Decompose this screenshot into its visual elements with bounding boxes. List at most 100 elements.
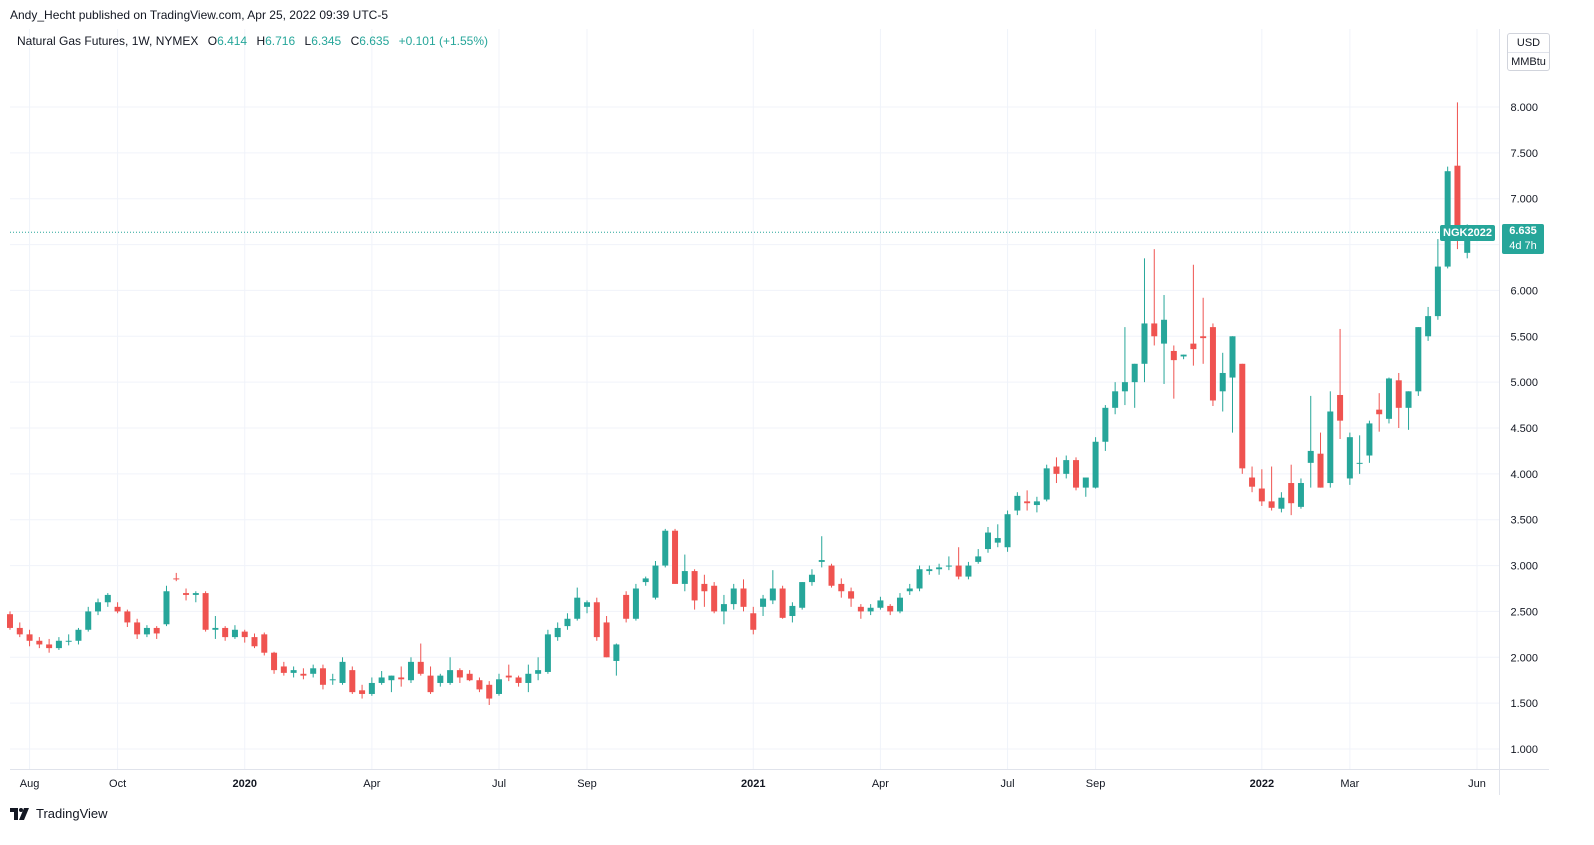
candle[interactable] [574, 587, 581, 621]
candle[interactable] [1112, 382, 1119, 415]
candle[interactable] [1209, 323, 1216, 406]
candle[interactable] [1278, 492, 1285, 513]
candles[interactable] [7, 102, 1471, 705]
candle[interactable] [104, 593, 111, 607]
candle[interactable] [505, 664, 512, 682]
candle[interactable] [26, 629, 33, 647]
tradingview-logo[interactable]: TradingView [10, 806, 108, 821]
candle[interactable] [329, 673, 336, 685]
candle[interactable] [1219, 352, 1226, 412]
candle[interactable] [1327, 391, 1334, 488]
candle[interactable] [632, 583, 639, 621]
candle[interactable] [848, 587, 855, 607]
candle[interactable] [769, 570, 776, 605]
candle[interactable] [261, 632, 268, 656]
candle[interactable] [1434, 239, 1441, 320]
candle[interactable] [760, 594, 767, 617]
candle[interactable] [1063, 455, 1070, 479]
candle[interactable] [192, 591, 199, 603]
candle[interactable] [222, 626, 229, 641]
candle[interactable] [55, 637, 62, 650]
candle[interactable] [584, 600, 591, 614]
candle[interactable] [1073, 457, 1080, 491]
candle[interactable] [1014, 492, 1021, 516]
candle[interactable] [945, 556, 952, 571]
candle[interactable] [652, 560, 659, 600]
candle[interactable] [300, 668, 307, 680]
candle[interactable] [994, 524, 1001, 548]
candle[interactable] [1288, 464, 1295, 516]
candle[interactable] [163, 585, 170, 627]
candle[interactable] [75, 627, 82, 645]
candle[interactable] [1366, 420, 1373, 463]
candle[interactable] [310, 664, 317, 678]
candle[interactable] [476, 677, 483, 693]
candle[interactable] [153, 626, 160, 639]
candle[interactable] [183, 588, 190, 601]
candle[interactable] [378, 671, 385, 685]
candle[interactable] [456, 668, 463, 683]
candle[interactable] [867, 604, 874, 616]
candle[interactable] [251, 633, 258, 649]
candle[interactable] [779, 585, 786, 619]
candle[interactable] [114, 602, 121, 614]
candle[interactable] [789, 602, 796, 623]
candle[interactable] [1004, 510, 1011, 552]
candle[interactable] [1141, 258, 1148, 383]
candle[interactable] [1376, 393, 1383, 432]
candle[interactable] [877, 596, 884, 610]
candle[interactable] [437, 673, 444, 687]
candle[interactable] [838, 578, 845, 598]
candle[interactable] [857, 604, 864, 619]
candle[interactable] [496, 673, 502, 696]
candle[interactable] [750, 606, 757, 635]
candle[interactable] [143, 625, 150, 638]
candle[interactable] [212, 616, 219, 639]
candle[interactable] [1297, 478, 1304, 509]
candle[interactable] [1043, 464, 1050, 502]
candle[interactable] [720, 594, 727, 625]
candle[interactable] [1337, 328, 1344, 440]
candle[interactable] [280, 661, 287, 676]
symbol-title[interactable]: Natural Gas Futures, 1W, NYMEX [17, 34, 199, 48]
candle[interactable] [319, 664, 326, 690]
candle[interactable] [808, 569, 815, 586]
candle[interactable] [339, 657, 346, 685]
candle[interactable] [662, 528, 669, 568]
candle[interactable] [124, 609, 131, 628]
candle[interactable] [1268, 466, 1275, 511]
candle[interactable] [926, 565, 933, 575]
candle[interactable] [1102, 405, 1109, 451]
candle[interactable] [711, 582, 718, 614]
candle[interactable] [564, 613, 571, 630]
candle[interactable] [46, 638, 53, 653]
candle[interactable] [349, 666, 356, 694]
candle[interactable] [535, 657, 542, 681]
candle[interactable] [1307, 395, 1314, 488]
candle[interactable] [799, 582, 806, 610]
candle[interactable] [1317, 432, 1324, 488]
candle[interactable] [65, 634, 72, 646]
candle[interactable] [906, 583, 913, 595]
candle[interactable] [466, 670, 473, 682]
candle[interactable] [818, 536, 825, 568]
candle[interactable] [1131, 363, 1138, 408]
candle[interactable] [417, 643, 424, 676]
candle[interactable] [603, 616, 610, 658]
candle[interactable] [16, 622, 23, 638]
candle[interactable] [36, 637, 43, 649]
candle[interactable] [593, 597, 600, 641]
candle[interactable] [241, 629, 248, 643]
candle[interactable] [965, 561, 972, 580]
candle[interactable] [1356, 435, 1363, 474]
price-axis-labels[interactable]: 1.000 1.500 2.000 2.500 3.000 3.500 4.000 4.500… [1510, 102, 1538, 756]
candle[interactable] [1033, 496, 1040, 513]
candle[interactable] [701, 574, 708, 607]
candle[interactable] [1258, 469, 1265, 506]
candle[interactable] [447, 657, 454, 685]
candle[interactable] [985, 527, 991, 553]
candle[interactable] [1151, 249, 1158, 346]
candle[interactable] [271, 651, 278, 674]
candle[interactable] [975, 549, 982, 564]
